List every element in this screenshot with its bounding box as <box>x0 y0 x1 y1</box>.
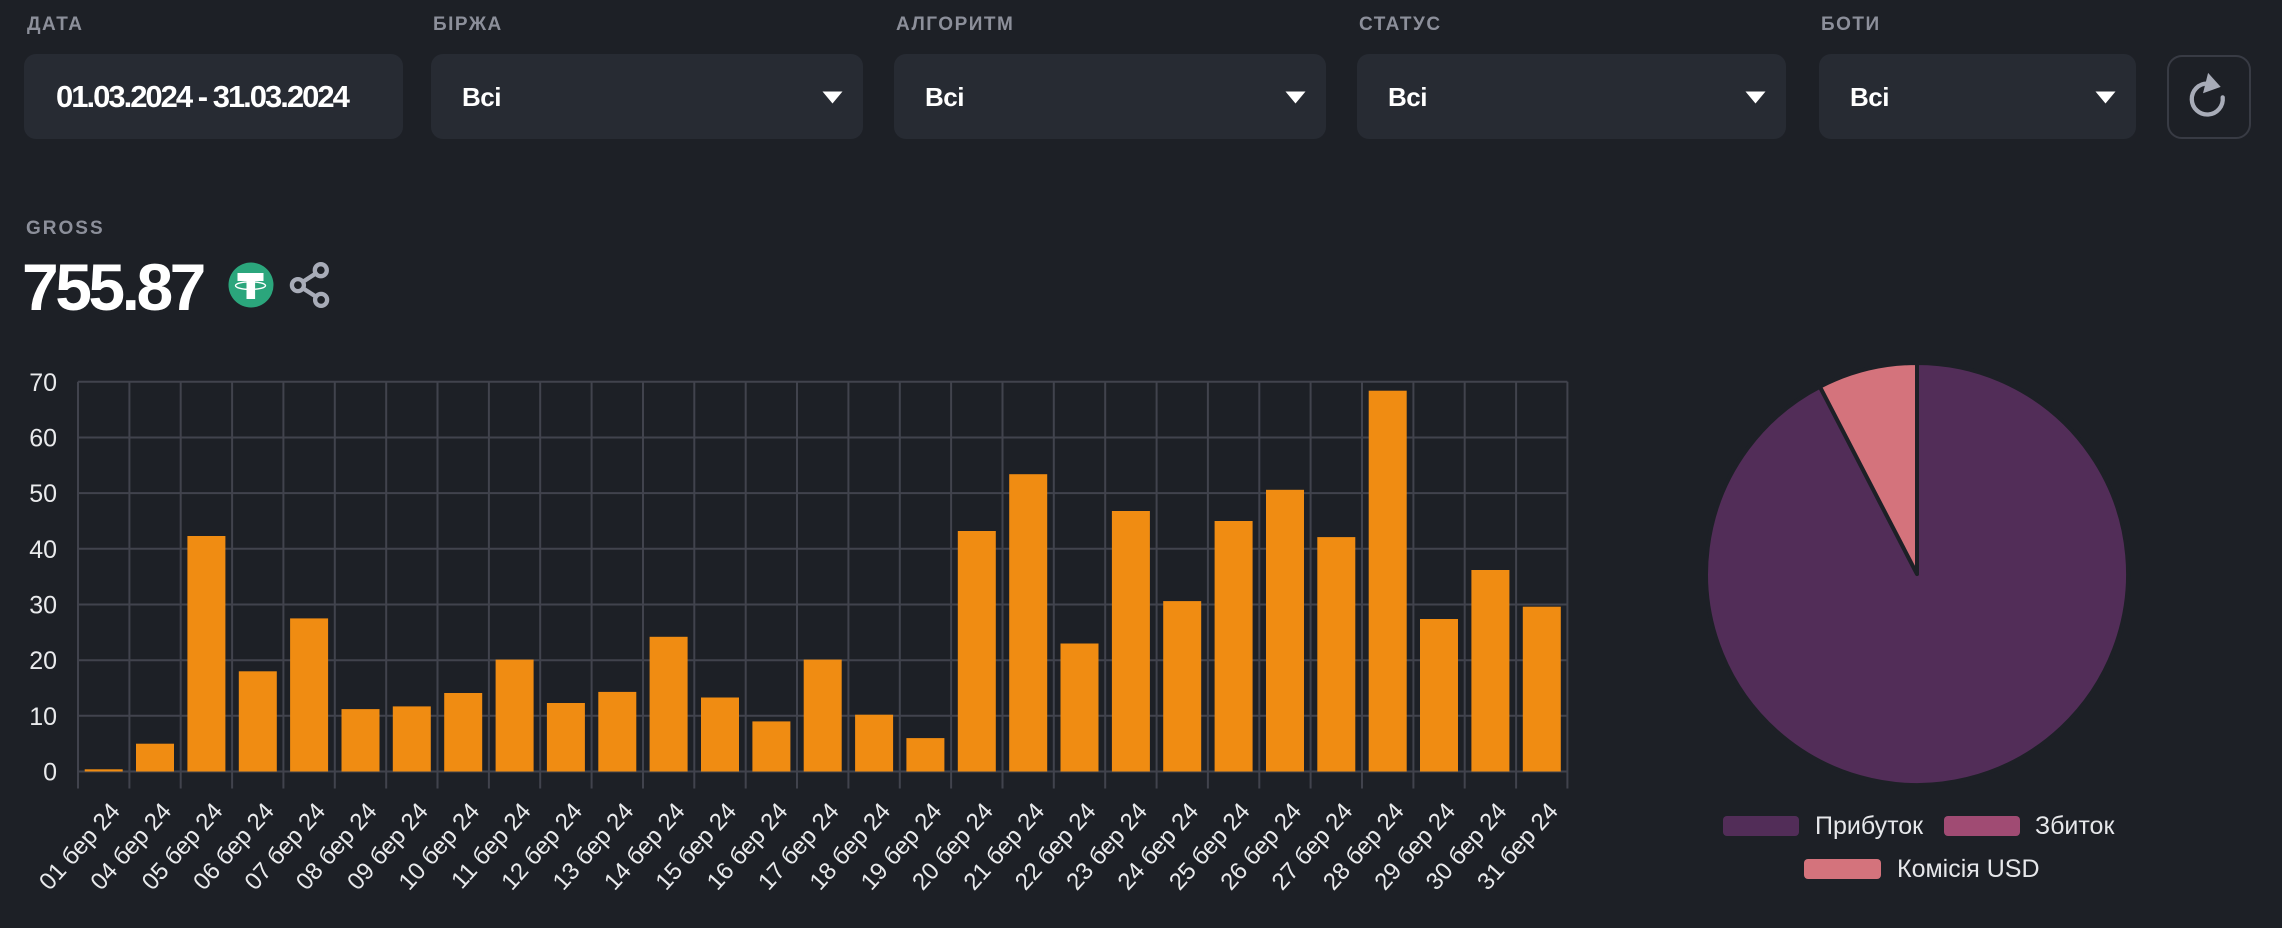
svg-text:60: 60 <box>29 425 57 453</box>
svg-text:20: 20 <box>29 647 57 675</box>
svg-text:70: 70 <box>29 369 57 397</box>
svg-text:0: 0 <box>43 759 57 787</box>
svg-text:50: 50 <box>29 480 57 508</box>
svg-text:10: 10 <box>29 703 57 731</box>
svg-text:40: 40 <box>29 536 57 564</box>
svg-text:30: 30 <box>29 592 57 620</box>
